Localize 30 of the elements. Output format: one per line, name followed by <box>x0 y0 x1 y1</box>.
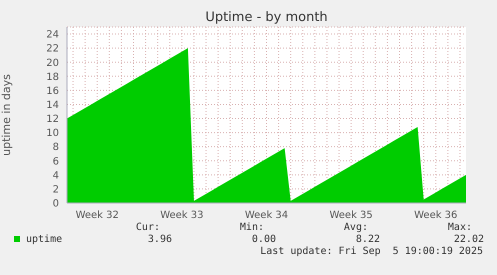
text: Max: <box>446 222 472 233</box>
y-tick-label: 18 <box>46 72 59 83</box>
text: Cur: <box>134 222 160 233</box>
y-axis-title: uptime in days <box>0 74 13 156</box>
text: Avg: <box>342 222 368 233</box>
y-tick-label: 10 <box>46 128 59 140</box>
text: 22.02 <box>452 234 484 245</box>
y-tick-label: 0 <box>52 198 59 210</box>
y-tick-label: 22 <box>46 44 59 55</box>
y-tick-label: 16 <box>46 86 59 97</box>
y-tick-label: 12 <box>46 114 59 126</box>
chart-title: Uptime - by month <box>204 10 329 25</box>
text: 3.96 <box>146 234 172 245</box>
y-tick-label: 4 <box>52 170 59 182</box>
y-tick-label: 6 <box>52 156 59 168</box>
y-tick-label: 8 <box>52 142 59 154</box>
x-tick-label: Week 33 <box>160 210 204 222</box>
text: 8.22 <box>354 234 380 245</box>
x-tick-label: Week 36 <box>414 210 458 222</box>
y-tick-label: 20 <box>46 58 59 69</box>
text: Min: <box>238 222 264 233</box>
x-tick-label: Week 34 <box>244 210 288 222</box>
x-tick-label: Week 35 <box>329 210 373 222</box>
y-tick-label: 2 <box>52 184 59 196</box>
y-tick-label: 14 <box>46 100 59 111</box>
x-tick-label: Week 32 <box>76 210 119 222</box>
legend-label: uptime <box>25 234 62 245</box>
y-tick-label: 24 <box>46 30 59 41</box>
text: 0.00 <box>250 234 276 245</box>
text: Last update: Fri Sep 5 19:00:19 2025 <box>260 246 483 257</box>
